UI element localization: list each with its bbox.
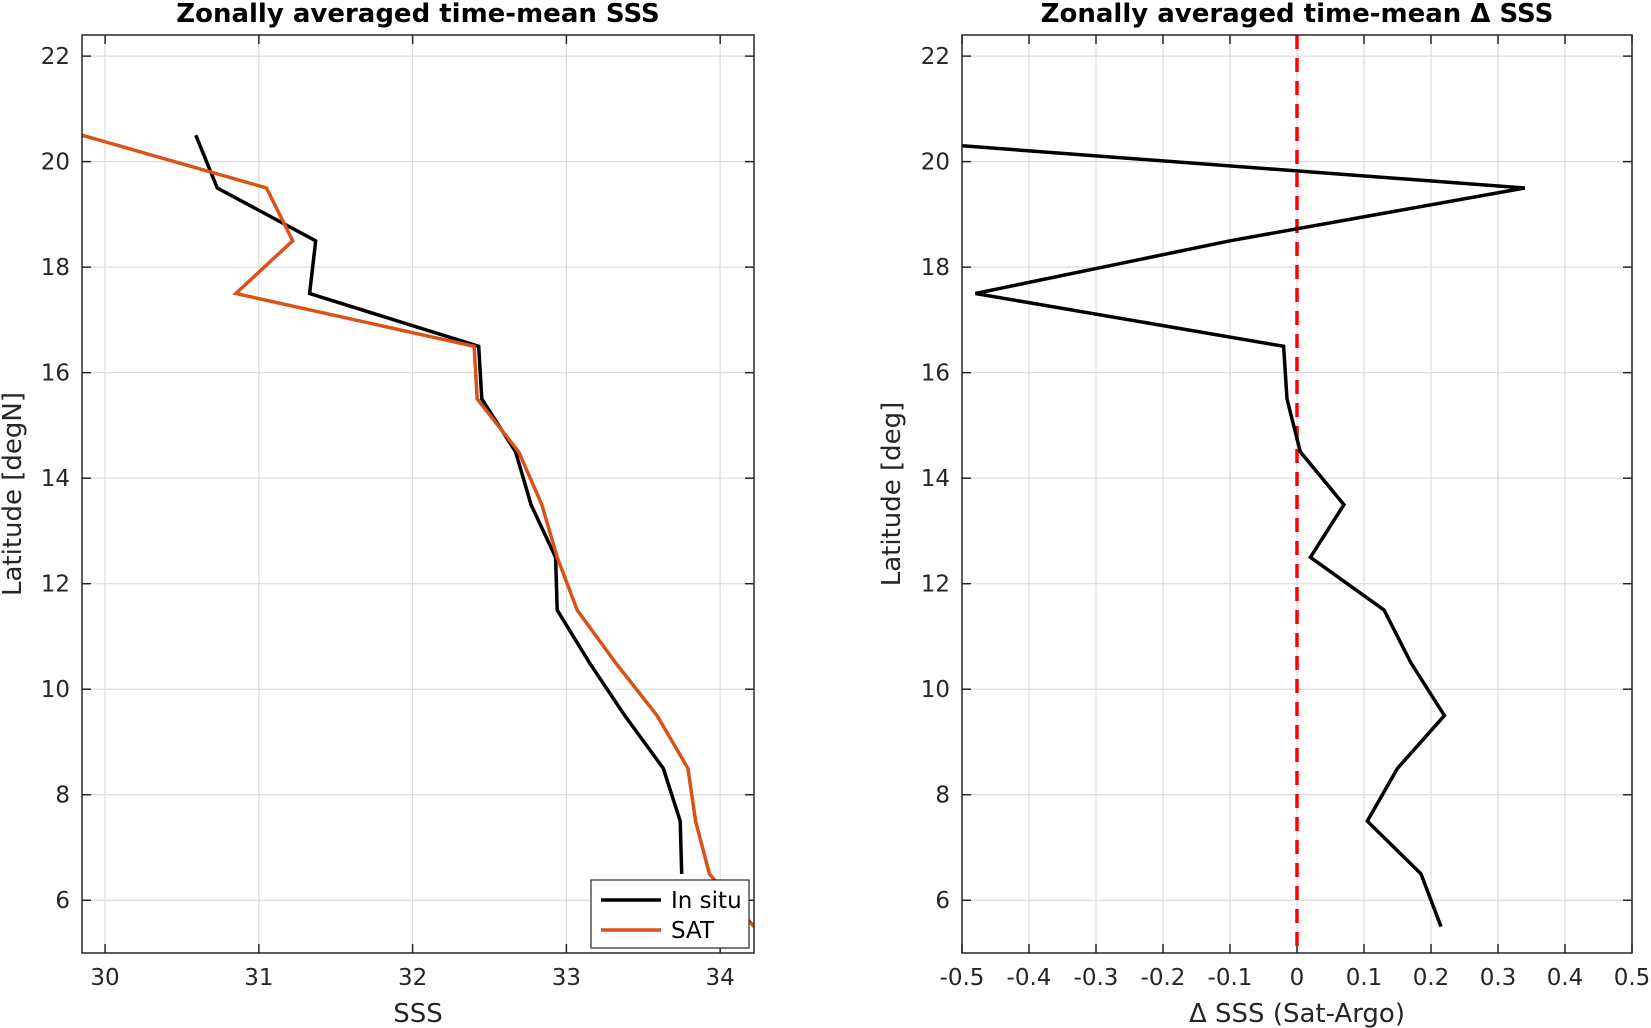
- x-tick-label: 0.4: [1547, 965, 1584, 991]
- y-tick-label: 10: [921, 677, 950, 703]
- y-tick-label: 14: [921, 466, 950, 492]
- y-tick-label: 6: [55, 888, 70, 914]
- x-tick-label: 31: [244, 965, 273, 991]
- x-tick-label: 0.2: [1413, 965, 1450, 991]
- x-tick-label: 33: [552, 965, 581, 991]
- x-tick-label: 0.1: [1346, 965, 1383, 991]
- y-tick-label: 12: [921, 572, 950, 598]
- y-tick-label: 18: [41, 255, 70, 281]
- y-tick-label: 16: [921, 361, 950, 387]
- left-axes: Zonally averaged time-mean SSS SSS Latit…: [0, 0, 755, 1028]
- right-x-axis-label: Δ SSS (Sat-Argo): [1189, 999, 1405, 1028]
- x-tick-label: -0.5: [940, 965, 985, 991]
- x-tick-label: 30: [90, 965, 119, 991]
- x-tick-label: -0.4: [1007, 965, 1052, 991]
- axes-frame: [81, 34, 755, 954]
- right-chart-title: Zonally averaged time-mean Δ SSS: [1041, 0, 1554, 29]
- x-tick-label: 32: [398, 965, 427, 991]
- y-tick-label: 10: [41, 677, 70, 703]
- x-tick-label: 0.5: [1614, 965, 1651, 991]
- left-y-axis-label: Latitude [degN]: [0, 392, 28, 596]
- plot-area: [82, 35, 754, 953]
- y-tick-label: 12: [41, 572, 70, 598]
- x-tick-label: 34: [706, 965, 735, 991]
- x-tick-label: 0.3: [1480, 965, 1517, 991]
- y-tick-label: 8: [55, 783, 70, 809]
- axes-frame: [961, 34, 1633, 954]
- x-tick-label: -0.3: [1074, 965, 1119, 991]
- y-tick-label: 14: [41, 466, 70, 492]
- series-line-delta-sss: [962, 144, 1526, 928]
- series-line-sat: [82, 133, 754, 928]
- y-tick-label: 16: [41, 361, 70, 387]
- legend-label: In situ: [671, 888, 742, 914]
- x-tick-label: -0.2: [1141, 965, 1186, 991]
- y-tick-label: 8: [935, 783, 950, 809]
- left-x-axis-label: SSS: [393, 999, 443, 1028]
- y-tick-label: 22: [41, 44, 70, 70]
- legend: In situ SAT: [590, 879, 750, 949]
- series-line-in-situ: [194, 134, 684, 874]
- legend-label: SAT: [671, 918, 715, 944]
- y-tick-label: 22: [921, 44, 950, 70]
- left-chart-title: Zonally averaged time-mean SSS: [176, 0, 660, 29]
- y-tick-label: 20: [41, 150, 70, 176]
- legend-box: [590, 879, 750, 949]
- y-tick-label: 20: [921, 150, 950, 176]
- right-y-axis-label: Latitude [deg]: [877, 402, 907, 587]
- y-tick-label: 6: [935, 888, 950, 914]
- y-tick-label: 18: [921, 255, 950, 281]
- x-tick-label: -0.1: [1208, 965, 1253, 991]
- x-tick-label: 0: [1290, 965, 1305, 991]
- right-axes: Zonally averaged time-mean Δ SSS Δ SSS (…: [877, 0, 1650, 1028]
